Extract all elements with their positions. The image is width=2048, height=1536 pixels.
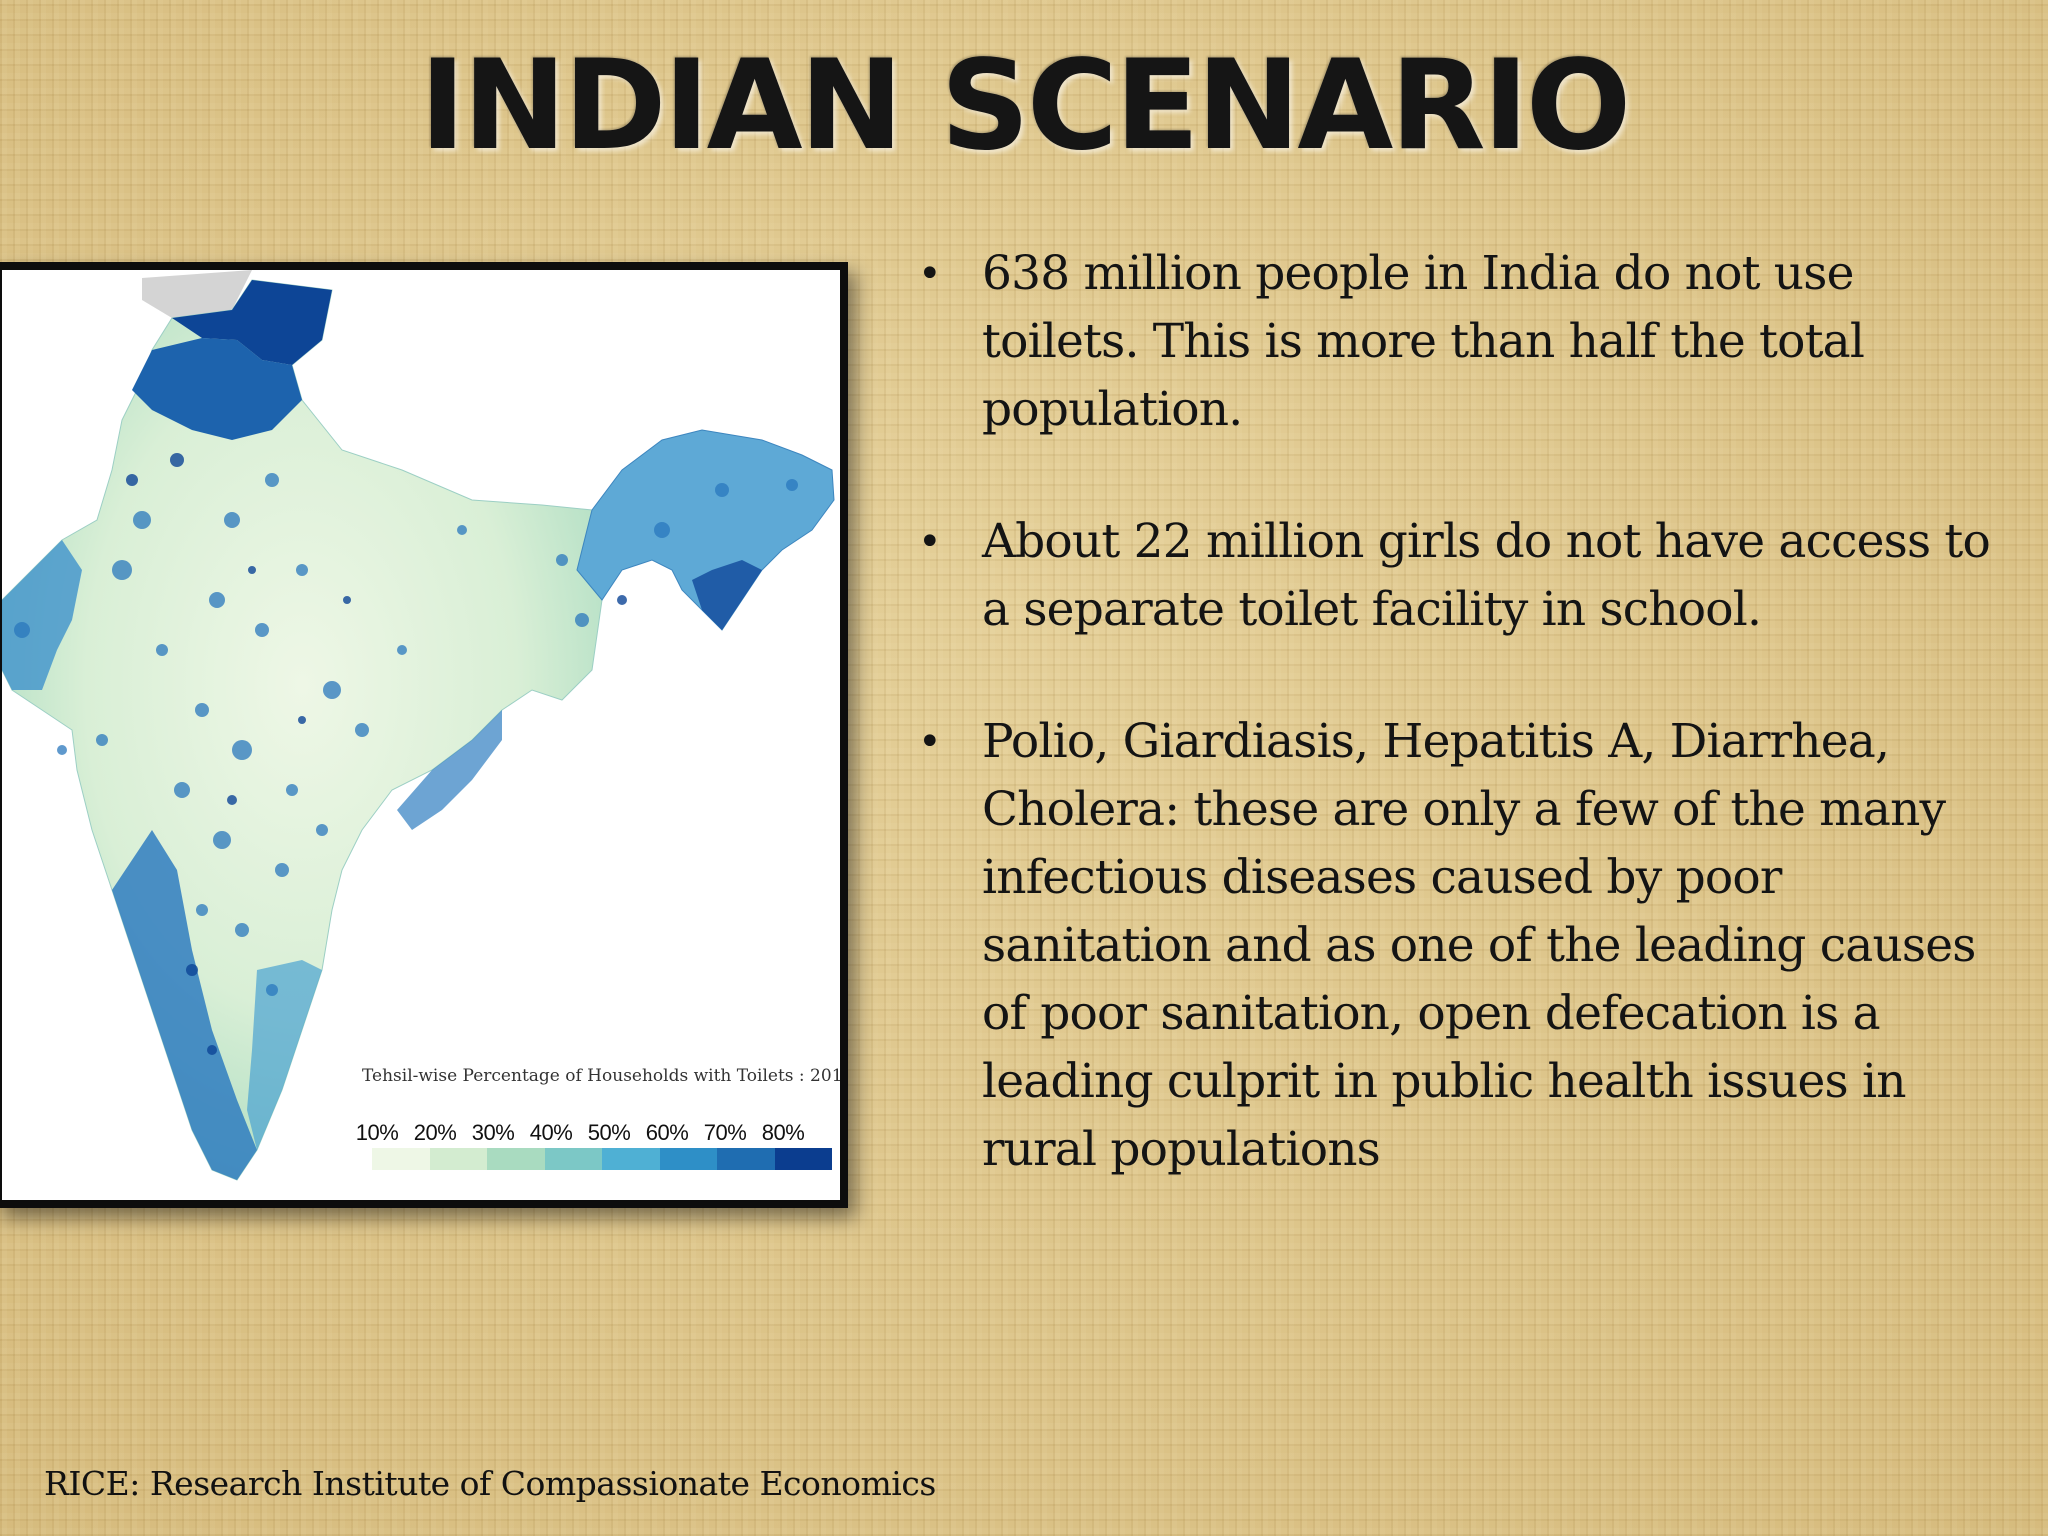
map-region-south [247,960,322,1150]
map-region-northeast-dark [692,560,762,630]
bullet-dot-icon: • [918,251,942,297]
legend-swatch [717,1148,775,1170]
source-citation: RICE: Research Institute of Compassionat… [44,1464,936,1503]
bullet-text: 638 million people in India do not use t… [982,246,1865,437]
bullet-item: • About 22 million girls do not have acce… [912,508,2022,644]
legend-label: 40% [529,1120,573,1145]
map-legend: 10% 20% 30% 40% 50% 60% 70% 80% [348,1118,832,1170]
legend-labels: 10% 20% 30% 40% 50% 60% 70% 80% [348,1118,832,1148]
map-caption: Tehsil-wise Percentage of Households wit… [362,1066,848,1086]
bullet-list: • 638 million people in India do not use … [912,240,2022,1248]
bullet-item: • Polio, Giardiasis, Hepatitis A, Diarrhe… [912,708,2022,1184]
map-region-punjab [132,338,302,440]
map-region-west-coast [112,830,257,1180]
legend-swatch [429,1148,487,1170]
map-region-north [172,280,332,365]
map-mainland [2,279,603,1181]
legend-label: 10% [355,1120,399,1145]
legend-swatch [659,1148,717,1170]
map-region-gujarat [2,540,82,690]
india-map-image [2,270,835,1181]
legend-swatch [774,1148,832,1170]
legend-label: 20% [413,1120,457,1145]
india-map-figure: Tehsil-wise Percentage of Households wit… [0,262,848,1208]
bullet-dot-icon: • [918,519,942,565]
bullet-item: • 638 million people in India do not use … [912,240,2022,444]
legend-label: 60% [645,1120,689,1145]
bullet-text: About 22 million girls do not have acces… [982,514,1991,637]
map-speckles-dark [126,453,627,1055]
bullet-dot-icon: • [918,719,942,765]
legend-label: 70% [703,1120,747,1145]
legend-label: 30% [471,1120,515,1145]
legend-color-bar [372,1148,832,1170]
legend-swatch [602,1148,660,1170]
map-region-east-coast [397,710,502,830]
map-speckles [14,473,798,996]
legend-label: 50% [587,1120,631,1145]
legend-swatch [544,1148,602,1170]
slide-title: INDIAN SCENARIO [419,34,1632,178]
legend-swatch [487,1148,545,1170]
bullet-text: Polio, Giardiasis, Hepatitis A, Diarrhea… [982,714,1976,1177]
legend-swatch [372,1148,430,1170]
legend-label: 80% [761,1120,805,1145]
map-region-grey [142,270,252,318]
